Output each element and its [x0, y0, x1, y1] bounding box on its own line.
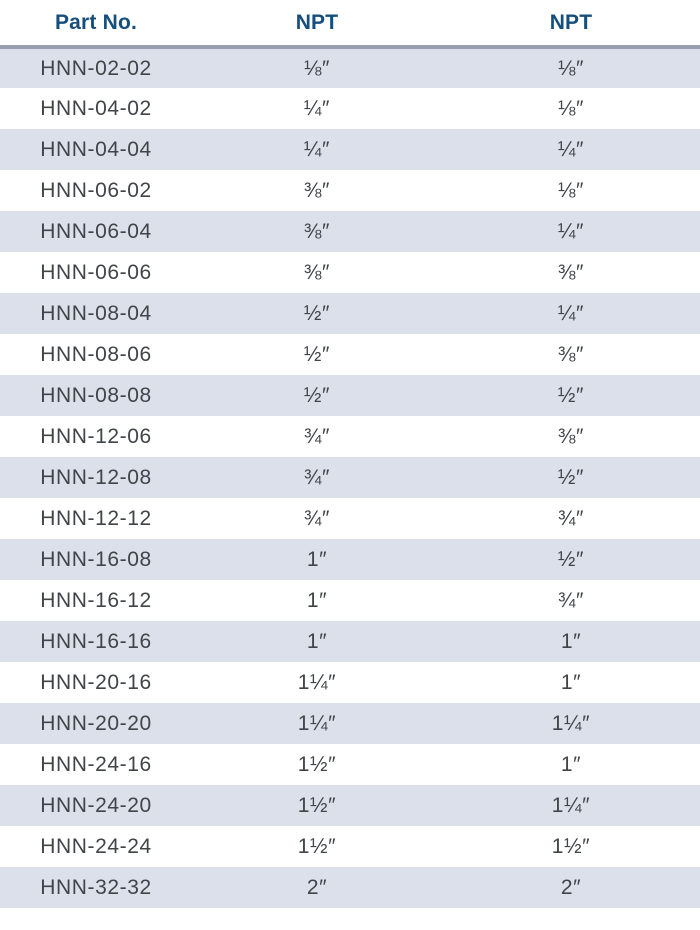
npt-size-2-cell: ⅛″ [557, 178, 585, 202]
table-header: Part No. NPT NPT [0, 0, 700, 49]
npt-size-1-cell: ½″ [303, 383, 331, 407]
part-number-cell: HNN-16-08 [40, 547, 152, 571]
npt-size-2-cell: ⅜″ [557, 260, 585, 284]
table-row: HNN-24-24 1½″ 1½″ [0, 826, 700, 867]
part-number-cell: HNN-02-02 [40, 56, 152, 80]
table-row: HNN-12-12 ¾″ ¾″ [0, 498, 700, 539]
npt-size-1-cell: 1¼″ [297, 711, 337, 735]
table-row: HNN-20-16 1¼″ 1″ [0, 662, 700, 703]
npt-size-1-cell: 1″ [306, 588, 328, 612]
npt-size-1-cell: ¼″ [303, 137, 331, 161]
npt-size-2-cell: ½″ [557, 547, 585, 571]
table-row: HNN-12-08 ¾″ ½″ [0, 457, 700, 498]
npt-size-1-cell: 2″ [306, 875, 328, 899]
npt-size-1-cell: ¾″ [303, 506, 331, 530]
table-row: HNN-02-02 ⅛″ ⅛″ [0, 47, 700, 88]
npt-size-1-cell: ⅜″ [303, 178, 331, 202]
part-number-cell: HNN-06-02 [40, 178, 152, 202]
npt-size-1-cell: ½″ [303, 342, 331, 366]
table-row: HNN-06-02 ⅜″ ⅛″ [0, 170, 700, 211]
npt-size-2-cell: ½″ [557, 465, 585, 489]
npt-size-2-cell: ⅜″ [557, 424, 585, 448]
column-header-npt-2: NPT [442, 0, 700, 49]
table-row: HNN-24-20 1½″ 1¼″ [0, 785, 700, 826]
npt-size-1-cell: ⅜″ [303, 219, 331, 243]
table-row: HNN-08-04 ½″ ¼″ [0, 293, 700, 334]
table-row: HNN-16-16 1″ 1″ [0, 621, 700, 662]
npt-size-2-cell: ⅛″ [557, 56, 585, 80]
npt-size-2-cell: 1″ [560, 752, 582, 776]
npt-size-2-cell: 1″ [560, 629, 582, 653]
part-number-cell: HNN-04-04 [40, 137, 152, 161]
part-number-cell: HNN-24-20 [40, 793, 152, 817]
npt-size-1-cell: 1½″ [297, 793, 337, 817]
npt-size-2-cell: 2″ [560, 875, 582, 899]
part-number-cell: HNN-06-04 [40, 219, 152, 243]
header-row: Part No. NPT NPT [0, 0, 700, 49]
table-row: HNN-04-04 ¼″ ¼″ [0, 129, 700, 170]
npt-size-2-cell: ¼″ [557, 301, 585, 325]
table-row: HNN-16-12 1″ ¾″ [0, 580, 700, 621]
table-row: HNN-32-32 2″ 2″ [0, 867, 700, 908]
table-row: HNN-24-16 1½″ 1″ [0, 744, 700, 785]
table-row: HNN-06-04 ⅜″ ¼″ [0, 211, 700, 252]
part-number-cell: HNN-24-16 [40, 752, 152, 776]
part-number-cell: HNN-16-12 [40, 588, 152, 612]
npt-part-number-table: Part No. NPT NPT HNN-02-02 ⅛″ ⅛″ HNN-04-… [0, 0, 700, 908]
part-number-cell: HNN-12-06 [40, 424, 152, 448]
npt-size-2-cell: ½″ [557, 383, 585, 407]
table-row: HNN-12-06 ¾″ ⅜″ [0, 416, 700, 457]
part-number-cell: HNN-16-16 [40, 629, 152, 653]
table-row: HNN-04-02 ¼″ ⅛″ [0, 88, 700, 129]
part-number-cell: HNN-04-02 [40, 96, 152, 120]
table-row: HNN-08-06 ½″ ⅜″ [0, 334, 700, 375]
npt-size-1-cell: 1″ [306, 547, 328, 571]
npt-size-1-cell: ⅛″ [303, 56, 331, 80]
table-row: HNN-20-20 1¼″ 1¼″ [0, 703, 700, 744]
npt-size-2-cell: 1″ [560, 670, 582, 694]
table-row: HNN-08-08 ½″ ½″ [0, 375, 700, 416]
npt-size-2-cell: ⅜″ [557, 342, 585, 366]
npt-size-1-cell: ¼″ [303, 96, 331, 120]
column-header-part-no: Part No. [0, 0, 192, 49]
npt-size-2-cell: 1¼″ [551, 793, 591, 817]
npt-size-1-cell: ½″ [303, 301, 331, 325]
npt-size-1-cell: 1½″ [297, 834, 337, 858]
part-number-cell: HNN-06-06 [40, 260, 152, 284]
npt-size-1-cell: 1″ [306, 629, 328, 653]
part-number-cell: HNN-08-08 [40, 383, 152, 407]
npt-size-2-cell: ¾″ [557, 588, 585, 612]
part-number-cell: HNN-24-24 [40, 834, 152, 858]
part-number-cell: HNN-08-06 [40, 342, 152, 366]
part-number-cell: HNN-08-04 [40, 301, 152, 325]
npt-size-2-cell: ⅛″ [557, 96, 585, 120]
column-header-npt-1: NPT [192, 0, 442, 49]
npt-size-1-cell: ¾″ [303, 424, 331, 448]
npt-size-2-cell: 1¼″ [551, 711, 591, 735]
npt-size-1-cell: 1¼″ [297, 670, 337, 694]
table-body: HNN-02-02 ⅛″ ⅛″ HNN-04-02 ¼″ ⅛″ HNN-04-0… [0, 47, 700, 908]
table-row: HNN-16-08 1″ ½″ [0, 539, 700, 580]
part-number-cell: HNN-32-32 [40, 875, 152, 899]
part-number-cell: HNN-20-20 [40, 711, 152, 735]
table-row: HNN-06-06 ⅜″ ⅜″ [0, 252, 700, 293]
npt-size-1-cell: 1½″ [297, 752, 337, 776]
npt-size-1-cell: ⅜″ [303, 260, 331, 284]
npt-size-2-cell: ¾″ [557, 506, 585, 530]
part-number-cell: HNN-12-08 [40, 465, 152, 489]
npt-size-2-cell: 1½″ [551, 834, 591, 858]
npt-size-2-cell: ¼″ [557, 219, 585, 243]
part-number-cell: HNN-12-12 [40, 506, 152, 530]
npt-size-1-cell: ¾″ [303, 465, 331, 489]
part-number-cell: HNN-20-16 [40, 670, 152, 694]
npt-size-2-cell: ¼″ [557, 137, 585, 161]
